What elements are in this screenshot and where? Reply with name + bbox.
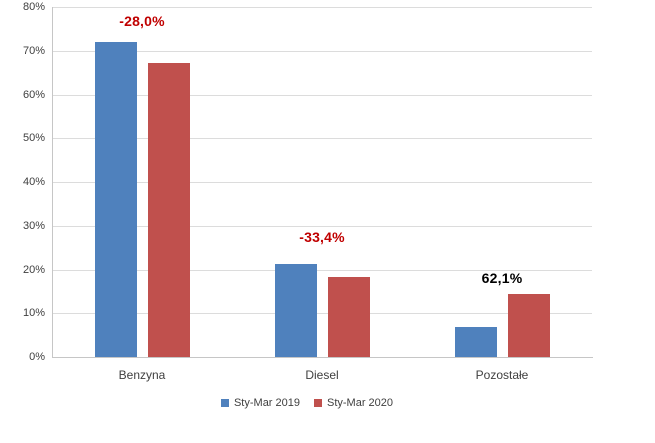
legend-item: Sty-Mar 2019 (220, 397, 300, 409)
legend-swatch-icon (220, 399, 229, 407)
legend-swatch-icon (314, 399, 322, 407)
gridline (52, 313, 592, 315)
gridline (52, 182, 592, 183)
bar-sty-mar-2020 (507, 294, 550, 357)
value-annotation: -33,4% (299, 229, 345, 245)
bar-sty-mar-2019 (454, 327, 497, 357)
y-axis-tick-label: 40% (22, 176, 45, 188)
category-label: Diesel (305, 368, 339, 382)
y-axis-tick-label: 30% (22, 219, 45, 232)
value-annotation: -28,0% (119, 13, 165, 29)
y-axis-tick-label: 10% (22, 307, 45, 320)
category-label: Pozostałe (475, 368, 529, 382)
gridline (52, 7, 592, 8)
bar-sty-mar-2020 (327, 276, 370, 357)
y-axis-tick-label: 0% (29, 351, 45, 363)
y-axis-tick-label: 20% (22, 263, 45, 276)
gridline (52, 225, 592, 227)
gridline (52, 50, 592, 52)
y-axis-line (52, 7, 53, 357)
x-axis-line (52, 357, 593, 358)
gridline (52, 138, 592, 140)
value-annotation: 62,1% (481, 270, 523, 286)
bar-sty-mar-2019 (274, 264, 317, 357)
y-axis-tick-label: 50% (22, 132, 45, 145)
bar-sty-mar-2020 (147, 62, 190, 357)
legend-label: Sty-Mar 2020 (327, 397, 394, 409)
legend-label: Sty-Mar 2019 (233, 397, 300, 409)
y-axis-tick-label: 60% (22, 88, 45, 101)
legend: Sty-Mar 2019 Sty-Mar 2020 (37, 397, 577, 409)
y-axis-tick-label: 80% (22, 1, 45, 13)
legend-item: Sty-Mar 2020 (314, 397, 393, 409)
bar-sty-mar-2019 (94, 42, 137, 357)
gridline (52, 94, 592, 96)
gridline (52, 269, 592, 271)
category-label: Benzyna (118, 368, 166, 382)
y-axis-tick-label: 70% (22, 44, 45, 57)
